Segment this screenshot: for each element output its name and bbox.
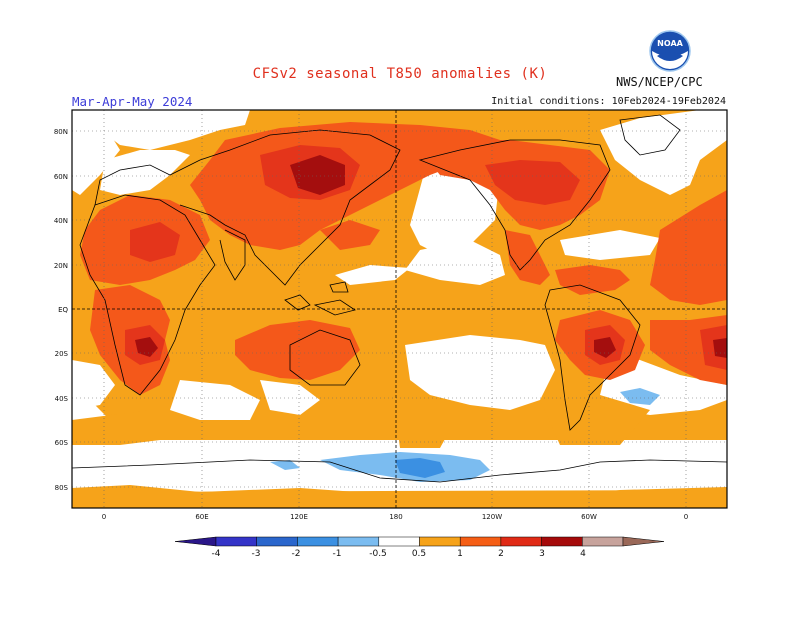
coastlines xyxy=(72,114,727,483)
lat-label: 20N xyxy=(54,262,68,270)
colorbar-tick-label: 0.5 xyxy=(412,549,426,559)
anomaly-field xyxy=(72,110,727,508)
colorbar-tick-label: -3 xyxy=(252,549,261,559)
lon-labels: 0 60E 120E 180 120W 60W 0 xyxy=(102,513,688,521)
colorbar-swatch xyxy=(541,536,583,547)
lon-label: 60E xyxy=(195,513,208,521)
colorbar-tick-label: 1 xyxy=(457,549,463,559)
lat-labels: 80N 60N 40N 20N EQ 20S 40S 60S 80S xyxy=(54,128,69,492)
lon-label: 60W xyxy=(581,513,597,521)
colorbar-tick-label: 4 xyxy=(580,549,586,559)
lat-label: 60S xyxy=(55,439,69,447)
lon-label: 0 xyxy=(684,513,688,521)
lat-label: 40N xyxy=(54,217,68,225)
colorbar-swatch xyxy=(459,536,502,547)
map-frame xyxy=(71,109,728,509)
noaa-logo-icon: NOAA xyxy=(649,30,691,72)
colorbar-arrow-low xyxy=(174,536,217,547)
lat-label: EQ xyxy=(58,306,68,314)
colorbar-swatch xyxy=(500,536,542,547)
lat-label: 60N xyxy=(54,173,68,181)
colorbar-tick-label: -0.5 xyxy=(369,549,387,559)
colorbar-swatch xyxy=(256,536,298,547)
colorbar-tick-label: -4 xyxy=(212,549,221,559)
lon-label: 0 xyxy=(102,513,106,521)
colorbar-swatch xyxy=(419,536,461,547)
lon-label: 120W xyxy=(482,513,502,521)
lat-label: 80N xyxy=(54,128,68,136)
colorbar-swatch xyxy=(378,536,420,547)
lat-label: 80S xyxy=(55,484,69,492)
initial-conditions: Initial conditions: 10Feb2024-19Feb2024 xyxy=(491,96,726,107)
forecast-period: Mar-Apr-May 2024 xyxy=(72,94,193,109)
colorbar-swatch xyxy=(297,536,339,547)
colorbar-tick-label: 2 xyxy=(498,549,504,559)
colorbar-swatch xyxy=(215,536,257,547)
southern-orange xyxy=(72,395,727,508)
lon-label: 120E xyxy=(290,513,308,521)
colorbar-swatch xyxy=(582,536,624,547)
lat-label: 40S xyxy=(55,395,69,403)
logo-text: NOAA xyxy=(657,39,683,48)
colorbar-arrow-high xyxy=(622,536,665,547)
agency-label: NWS/NCEP/CPC xyxy=(616,75,703,89)
colorbar-tick-label: -2 xyxy=(292,549,301,559)
lat-label: 20S xyxy=(55,350,69,358)
equator-dateline xyxy=(72,110,727,508)
colorbar-labels: -4 -3 -2 -1 -0.5 0.5 1 2 3 4 xyxy=(212,549,587,559)
cool-core xyxy=(395,458,445,478)
lon-label: 180 xyxy=(389,513,402,521)
colorbar-tick-label: 3 xyxy=(539,549,545,559)
colorbar-tick-label: -1 xyxy=(333,549,342,559)
map-title: CFSv2 seasonal T850 anomalies (K) xyxy=(252,66,548,82)
colorbar xyxy=(174,536,665,547)
colorbar-swatch xyxy=(337,536,380,547)
